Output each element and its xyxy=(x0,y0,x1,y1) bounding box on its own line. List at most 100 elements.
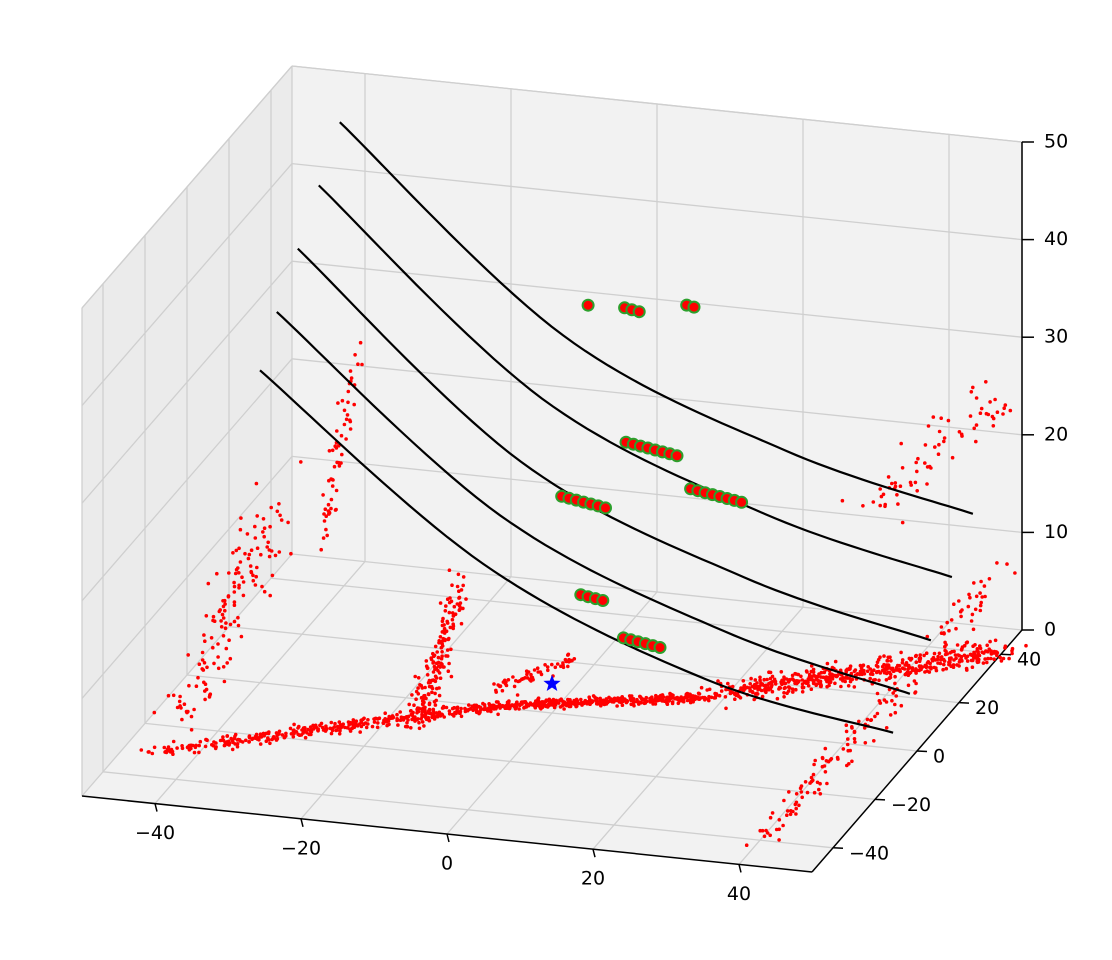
cloud-point xyxy=(886,475,891,479)
cloud-point xyxy=(514,702,518,707)
cloud-point xyxy=(258,742,263,746)
cloud-point xyxy=(770,689,775,694)
cloud-point xyxy=(883,502,887,507)
cloud-point xyxy=(827,675,831,680)
cloud-point xyxy=(970,665,975,669)
cloud-point xyxy=(765,677,769,682)
cloud-point xyxy=(417,720,421,725)
cloud-point xyxy=(360,362,364,367)
cloud-point xyxy=(445,648,450,652)
cloud-point xyxy=(978,411,983,416)
cloud-point xyxy=(455,584,460,589)
cloud-point xyxy=(926,660,931,664)
cloud-point xyxy=(979,600,983,605)
cloud-point xyxy=(852,730,857,735)
cloud-point xyxy=(324,724,328,728)
cloud-point xyxy=(594,701,599,706)
cloud-point xyxy=(879,494,884,499)
cloud-point xyxy=(236,566,240,570)
cloud-point xyxy=(923,664,927,668)
cloud-point xyxy=(277,729,282,734)
cloud-point xyxy=(292,722,296,727)
cloud-point xyxy=(794,812,798,816)
cloud-point xyxy=(875,660,880,664)
cloud-point xyxy=(247,736,252,740)
cloud-point xyxy=(841,747,846,751)
cloud-point xyxy=(436,655,441,660)
cloud-point xyxy=(656,695,661,699)
cloud-point xyxy=(164,750,169,755)
cloud-point xyxy=(755,692,760,696)
cloud-point xyxy=(231,551,235,555)
x-tick-label: 40 xyxy=(727,883,751,905)
cloud-point xyxy=(943,652,948,657)
cloud-point xyxy=(660,699,664,703)
cloud-point xyxy=(454,711,458,716)
cloud-point xyxy=(669,696,674,700)
cloud-point xyxy=(770,811,775,815)
cloud-point xyxy=(192,707,196,712)
cloud-point xyxy=(926,424,931,428)
cloud-point xyxy=(251,573,255,578)
cloud-point xyxy=(413,715,417,719)
cloud-point xyxy=(838,677,843,681)
cloud-point xyxy=(459,714,464,719)
cloud-point xyxy=(878,671,883,675)
cloud-point xyxy=(818,792,823,796)
cloud-point xyxy=(872,739,876,743)
cloud-point xyxy=(320,725,325,730)
cloud-point xyxy=(714,693,718,698)
cloud-point xyxy=(511,675,515,679)
cloud-point xyxy=(827,683,831,688)
cloud-point xyxy=(337,732,342,736)
cloud-point xyxy=(986,656,990,661)
highlighted-clusters xyxy=(555,298,749,654)
cloud-point xyxy=(959,432,964,437)
cloud-point xyxy=(530,675,535,680)
cloud-point xyxy=(884,668,888,672)
cloud-point xyxy=(794,800,799,805)
cloud-point xyxy=(376,721,380,725)
cloud-point xyxy=(968,595,972,600)
cloud-point xyxy=(957,430,962,434)
cloud-point xyxy=(275,736,280,741)
cloud-point xyxy=(266,738,271,742)
cloud-point xyxy=(212,619,217,623)
cloud-point xyxy=(267,554,272,559)
cloud-point xyxy=(978,608,983,613)
cloud-point xyxy=(929,666,933,671)
cloud-point xyxy=(845,676,850,680)
cloud-point xyxy=(790,687,795,691)
cloud-point xyxy=(423,711,428,715)
cloud-point xyxy=(395,718,399,723)
cloud-point xyxy=(941,667,945,672)
cloud-point xyxy=(950,455,955,460)
cloud-point xyxy=(340,398,345,403)
cloud-point xyxy=(353,353,357,357)
cloud-point xyxy=(523,676,527,680)
cloud-point xyxy=(939,625,944,629)
cloud-point xyxy=(846,667,851,672)
cloud-point xyxy=(529,679,533,683)
cloud-point xyxy=(915,489,919,493)
tick-mark xyxy=(958,701,970,704)
cloud-point xyxy=(194,684,199,688)
cloud-point xyxy=(915,668,919,673)
cloud-point xyxy=(995,561,999,565)
cloud-point xyxy=(236,615,240,620)
cloud-point xyxy=(437,686,441,690)
cloud-point xyxy=(471,708,476,712)
cloud-point xyxy=(558,705,563,709)
cloud-point xyxy=(451,626,456,631)
cloud-point xyxy=(809,664,814,668)
cloud-point xyxy=(705,688,709,692)
cloud-point xyxy=(232,584,237,589)
cloud-point xyxy=(342,408,347,413)
cloud-point xyxy=(239,634,244,639)
cloud-point xyxy=(814,677,818,682)
cloud-point xyxy=(422,697,426,701)
cloud-point xyxy=(945,620,949,625)
cloud-point xyxy=(187,743,192,748)
cloud-point xyxy=(413,674,418,679)
cloud-point xyxy=(265,545,270,549)
